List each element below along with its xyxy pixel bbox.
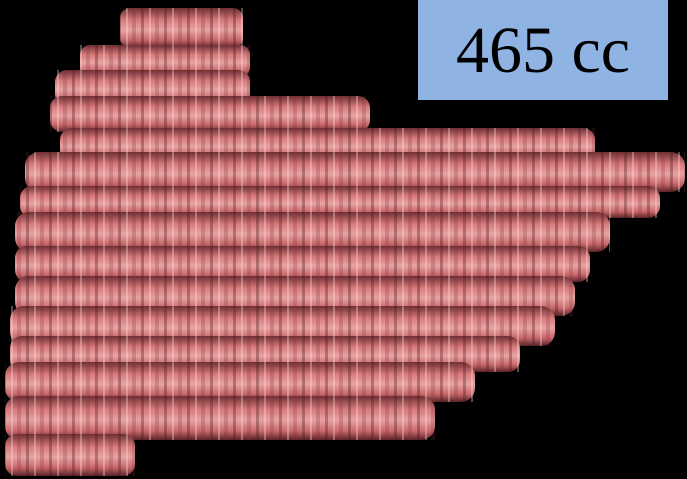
page: {"label": "465 cc"} bbox=[0, 0, 687, 479]
volume-label: 465 cc bbox=[456, 14, 630, 87]
rendering-view: 465 cc bbox=[0, 0, 687, 479]
